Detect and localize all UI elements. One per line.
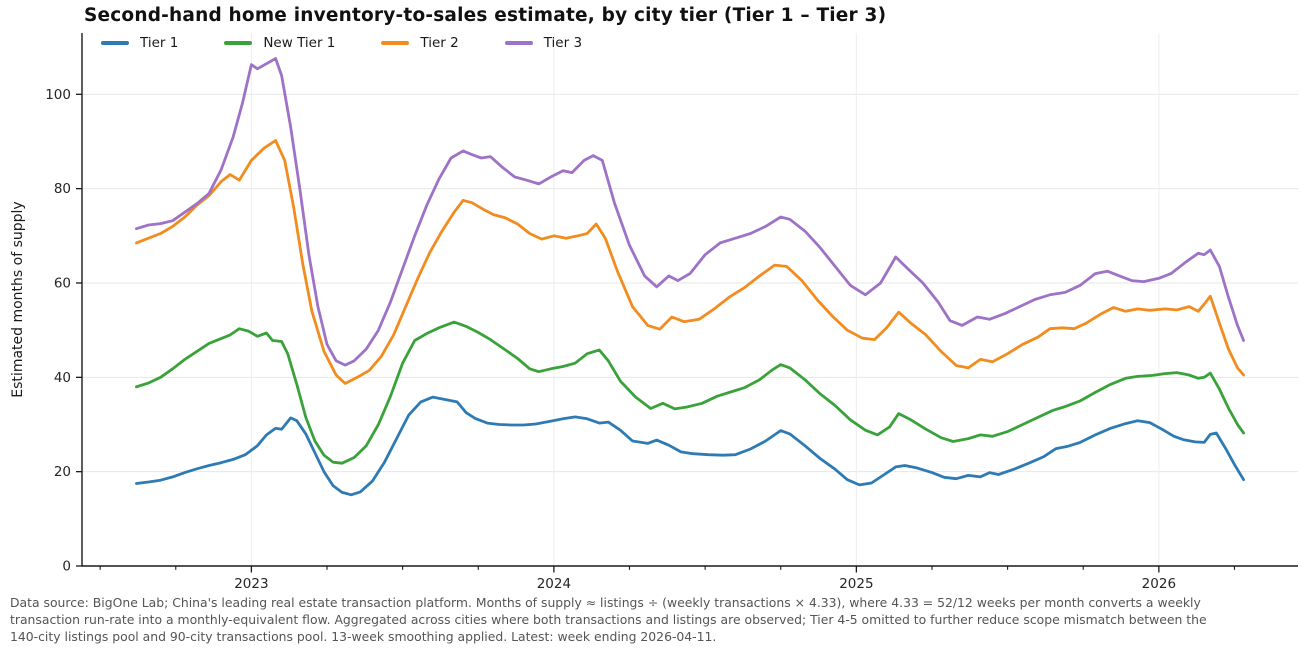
footnote-line: 140-city listings pool and 90-city trans… <box>10 629 717 644</box>
legend-line-swatch <box>504 41 533 45</box>
plot-area: 0 20 40 60 80 100 2023 2024 2025 2026 Estimated mo… <box>10 33 1298 592</box>
legend-label: Tier 3 <box>543 35 583 51</box>
footnote-line: transaction run-rate into a monthly-equi… <box>10 612 1207 627</box>
legend-label: Tier 2 <box>420 35 459 51</box>
legend-line-swatch <box>224 41 253 45</box>
legend-label: Tier 1 <box>140 35 179 51</box>
series-line-tier-2 <box>135 139 1245 385</box>
x-tick-label: 2023 <box>234 576 268 592</box>
chart-title: Second-hand home inventory-to-sales esti… <box>84 5 887 26</box>
legend: Tier 1 New Tier 1 Tier 2 Tier 3 <box>101 35 628 51</box>
legend-item-new-tier-1: New Tier 1 <box>224 35 335 51</box>
y-tick-label: 60 <box>54 275 71 291</box>
series-line-new-tier-1 <box>135 320 1245 465</box>
legend-line-swatch <box>381 41 410 45</box>
x-tick-label: 2025 <box>839 576 873 592</box>
legend-item-tier-2: Tier 2 <box>381 35 459 51</box>
legend-line-swatch <box>101 41 129 45</box>
legend-label: New Tier 1 <box>263 35 336 51</box>
footnote: Data source: BigOne Lab; China's leading… <box>10 594 1308 645</box>
series-line-tier-1 <box>135 395 1245 497</box>
footnote-line: Data source: BigOne Lab; China's leading… <box>10 595 1201 610</box>
legend-item-tier-1: Tier 1 <box>101 35 178 51</box>
y-axis-title: Estimated months of supply <box>10 201 26 397</box>
legend-item-tier-3: Tier 3 <box>504 35 583 51</box>
series-line-tier-3 <box>135 57 1245 367</box>
y-tick-label: 0 <box>62 559 71 575</box>
y-tick-label: 40 <box>54 370 71 386</box>
x-tick-label: 2026 <box>1142 576 1176 592</box>
y-tick-label: 20 <box>54 464 71 480</box>
y-tick-label: 100 <box>45 87 71 103</box>
x-tick-label: 2024 <box>537 576 571 592</box>
y-tick-label: 80 <box>54 181 71 197</box>
